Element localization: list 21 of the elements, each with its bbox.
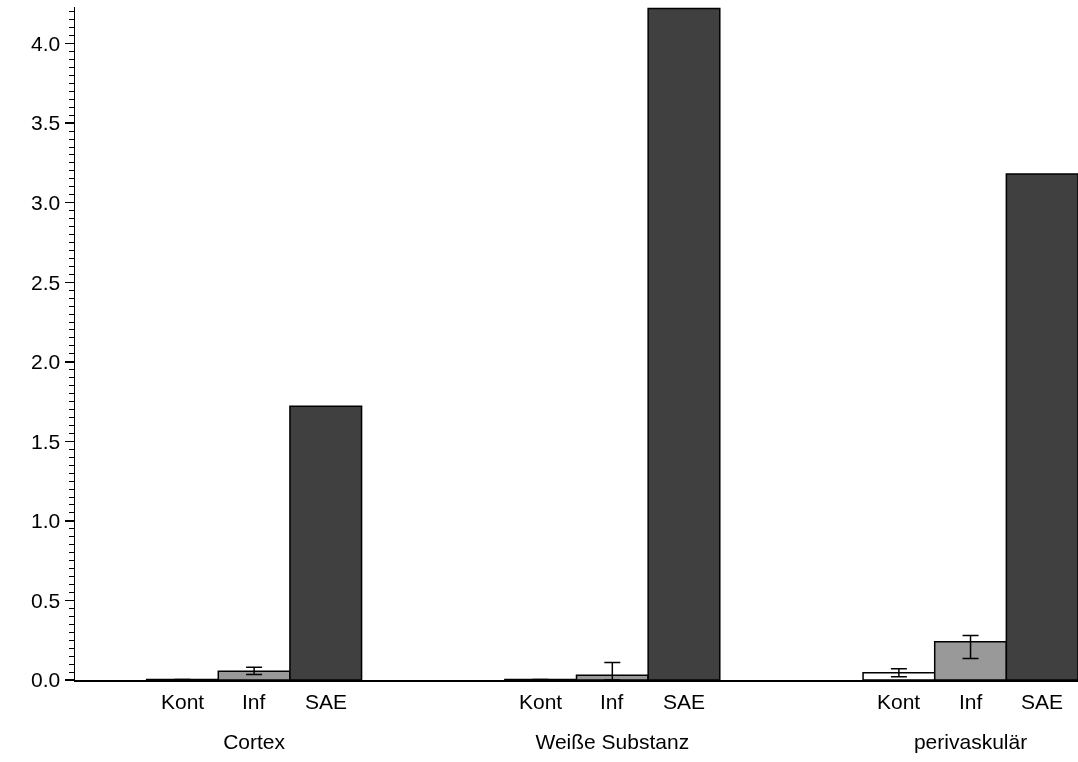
text: Kont [519,690,563,713]
legend-label: Kont [161,690,205,713]
x-tick-label: Cortex [223,729,286,753]
text: Inf [600,690,624,713]
y-tick-label: 4.0 [31,31,61,55]
y-tick-label: 0.0 [31,668,61,692]
y-tick-label: 1.5 [31,429,61,453]
text: Kont [877,690,921,713]
text: SAE [663,690,706,713]
y-tick-label: 0.5 [31,588,61,612]
y-tick-label: 2.5 [31,270,61,294]
x-tick-label: Weiße Substanz [535,729,690,753]
y-tick-label: 1.0 [31,509,61,533]
y-tick-label: 3.0 [31,191,61,215]
text: SAE [1021,690,1064,713]
text: Inf [959,690,983,713]
y-tick-label: 3.5 [31,111,61,135]
series-label: SAE [305,690,348,713]
y-tick-label: 2.0 [31,350,61,374]
x-tick-label: perivaskulär [913,729,1028,753]
series-label: Inf [242,690,266,713]
